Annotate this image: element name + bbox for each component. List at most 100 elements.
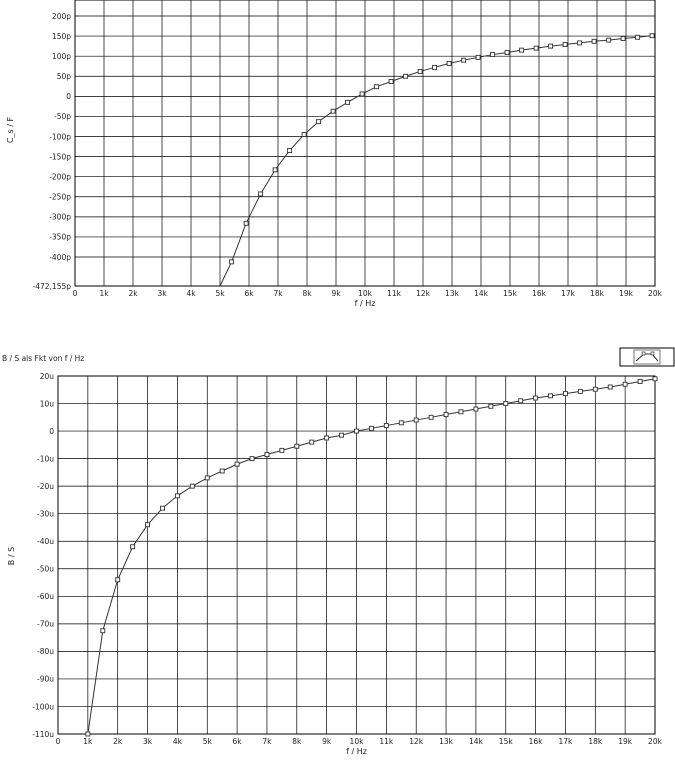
data-point bbox=[606, 37, 612, 43]
chart1-series-line bbox=[219, 35, 653, 287]
y-tick-label: -30u bbox=[37, 509, 54, 518]
y-tick-label: -20u bbox=[37, 482, 54, 491]
x-tick-label: 3k bbox=[143, 737, 153, 746]
y-tick-label: -250p bbox=[49, 193, 71, 202]
data-point bbox=[287, 148, 293, 154]
x-tick-label: 16k bbox=[532, 289, 547, 298]
data-point bbox=[518, 398, 524, 404]
data-point bbox=[533, 395, 539, 401]
data-point bbox=[258, 191, 264, 197]
x-tick-label: 5k bbox=[203, 737, 213, 746]
x-tick-label: 0 bbox=[56, 737, 61, 746]
y-tick-label: 150p bbox=[52, 32, 71, 41]
chart2-plot-frame bbox=[57, 375, 656, 735]
x-tick-label: 18k bbox=[590, 289, 605, 298]
data-point bbox=[635, 34, 641, 40]
data-point bbox=[637, 379, 643, 384]
data-point bbox=[388, 79, 394, 84]
data-point bbox=[432, 64, 438, 70]
y-tick-label: 200p bbox=[52, 12, 71, 21]
x-tick-label: 2k bbox=[128, 289, 138, 298]
y-tick-label: -60u bbox=[37, 592, 54, 601]
data-point bbox=[652, 376, 658, 382]
data-point bbox=[324, 435, 330, 441]
chart-capacitance: 0 1k 2k 3k 4k 5k 6k 7k 8k 9k 10k 11k 12k 13k 14k 15k 16k… bbox=[6, 0, 663, 308]
data-point bbox=[301, 132, 307, 137]
data-point bbox=[519, 47, 525, 53]
chart1-y-axis-label: C_s / F bbox=[6, 117, 15, 144]
data-point bbox=[403, 73, 409, 79]
data-point bbox=[428, 414, 434, 420]
y-tick-label: -350p bbox=[49, 233, 71, 242]
x-tick-label: 1k bbox=[83, 737, 93, 746]
data-point bbox=[548, 43, 554, 49]
data-point bbox=[174, 493, 180, 499]
plot-legend-button[interactable] bbox=[619, 347, 675, 367]
x-tick-label: 7k bbox=[262, 737, 272, 746]
data-point bbox=[115, 577, 121, 583]
x-tick-label: 1k bbox=[99, 289, 109, 298]
data-point bbox=[383, 423, 389, 429]
data-point bbox=[461, 57, 467, 63]
x-tick-label: 8k bbox=[302, 289, 312, 298]
x-tick-label: 12k bbox=[409, 737, 424, 746]
y-tick-label: -70u bbox=[37, 620, 54, 629]
chart2-y-tick-labels: 20u 10u 0 -10u -20u -30u -40u -50u -60u -70u -80u -… bbox=[32, 372, 54, 739]
x-tick-label: 2k bbox=[113, 737, 123, 746]
chart1-plot-frame bbox=[74, 0, 656, 287]
data-point bbox=[488, 403, 494, 409]
y-tick-label: -50p bbox=[54, 112, 71, 121]
y-tick-label: -200p bbox=[49, 172, 71, 181]
data-point bbox=[294, 443, 300, 449]
y-tick-label: -150p bbox=[49, 152, 71, 161]
x-tick-label: 19k bbox=[619, 289, 634, 298]
data-point bbox=[563, 391, 568, 397]
data-point bbox=[533, 45, 539, 51]
data-point bbox=[145, 522, 151, 528]
chart2-x-axis-label: f / Hz bbox=[346, 747, 367, 756]
data-point bbox=[309, 439, 315, 445]
x-tick-label: 6k bbox=[244, 289, 254, 298]
x-tick-label: 15k bbox=[503, 289, 518, 298]
data-point bbox=[189, 483, 195, 489]
line-style-icon bbox=[635, 351, 659, 362]
data-point bbox=[577, 40, 583, 46]
x-tick-label: 11k bbox=[387, 289, 402, 298]
x-tick-label: 5k bbox=[215, 289, 225, 298]
x-tick-label: 10k bbox=[350, 737, 365, 746]
data-point bbox=[591, 38, 597, 44]
y-tick-label: -472,155p bbox=[33, 282, 72, 291]
data-point bbox=[548, 393, 553, 399]
x-tick-label: 19k bbox=[618, 737, 633, 746]
x-tick-label: 10k bbox=[358, 289, 373, 298]
x-tick-label: 0 bbox=[73, 289, 78, 298]
data-point bbox=[100, 628, 106, 634]
chart2-series-line bbox=[87, 378, 656, 735]
y-tick-label: -90u bbox=[37, 675, 54, 684]
data-point bbox=[443, 412, 449, 418]
y-tick-label: 0 bbox=[49, 427, 54, 436]
x-tick-label: 8k bbox=[292, 737, 302, 746]
x-tick-label: 4k bbox=[173, 737, 183, 746]
data-point bbox=[345, 99, 351, 105]
data-point bbox=[85, 731, 91, 737]
y-tick-label: 20u bbox=[40, 372, 55, 381]
data-point bbox=[607, 384, 613, 390]
chart1-x-axis-label: f / Hz bbox=[355, 299, 376, 308]
x-tick-label: 9k bbox=[322, 737, 332, 746]
x-tick-label: 15k bbox=[499, 737, 514, 746]
y-tick-label: -300p bbox=[49, 213, 71, 222]
x-tick-label: 11k bbox=[379, 737, 394, 746]
data-point bbox=[622, 381, 628, 387]
x-tick-label: 17k bbox=[561, 289, 576, 298]
y-tick-label: 100p bbox=[52, 52, 71, 61]
chart2-series-points bbox=[85, 376, 658, 737]
chart1-grid bbox=[74, 0, 656, 287]
x-tick-label: 13k bbox=[445, 289, 460, 298]
data-point bbox=[219, 468, 225, 474]
data-point bbox=[368, 425, 374, 431]
chart2-y-axis-label: B / S bbox=[7, 547, 16, 565]
x-tick-label: 6k bbox=[233, 737, 243, 746]
y-tick-label: -110u bbox=[32, 730, 54, 739]
